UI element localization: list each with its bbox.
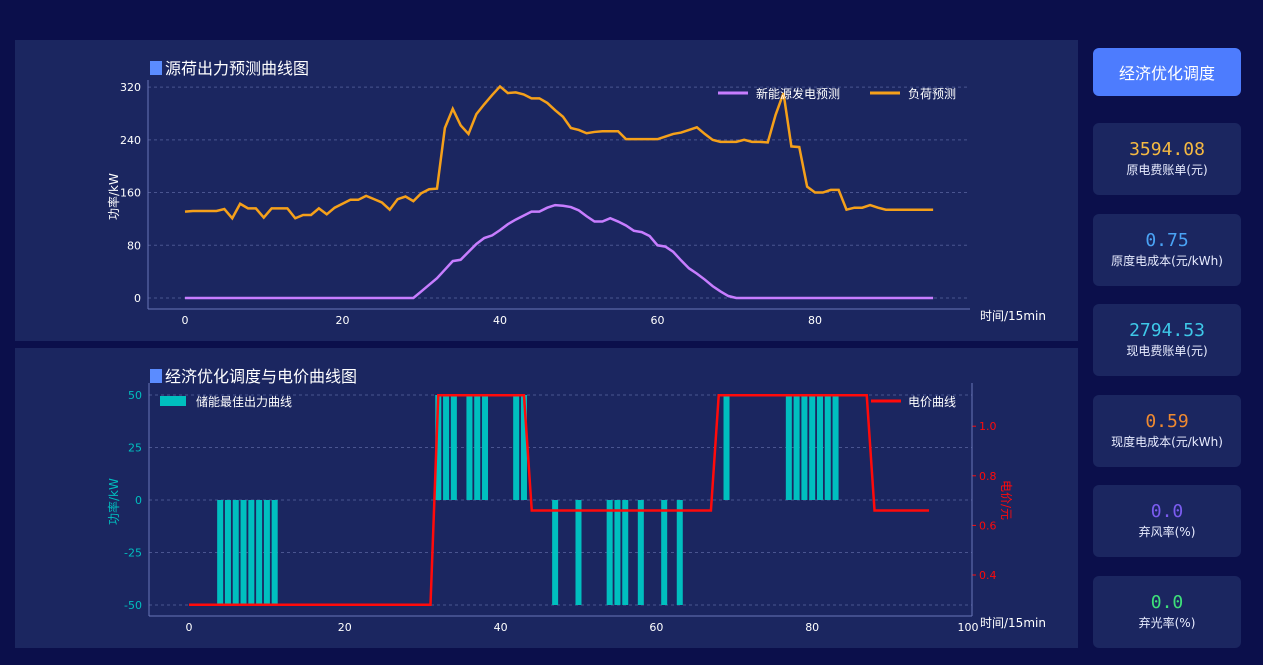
y2-tick-label: 0.4 [979,569,997,582]
storage-bar [224,500,231,605]
metric-card: 0.0 弃风率(%) [1093,485,1241,558]
metric-label: 现电费账单(元) [1126,344,1208,359]
storage-bar [637,500,644,605]
x-tick-label: 40 [493,314,507,327]
forecast-chart-panel [15,40,1078,341]
renewable-forecast-line [185,203,934,300]
storage-bar [816,395,823,500]
y-tick-label: -25 [124,547,142,560]
storage-bar [614,500,621,605]
storage-bar [801,395,808,500]
price-line [189,393,930,607]
x-tick-label: 100 [958,621,979,634]
storage-bar [217,500,224,605]
legend-load: 负荷预测 [908,87,956,101]
storage-bar [271,500,278,605]
storage-bar [676,500,683,605]
y2-tick-label: 0.6 [979,519,997,532]
storage-bar [256,500,263,605]
dispatch-chart-panel [15,348,1078,648]
metric-label: 原度电成本(元/kWh) [1111,253,1223,268]
metric-card: 0.59 现度电成本(元/kWh) [1093,394,1241,467]
metric-card: 0.0 弃光率(%) [1093,576,1241,648]
y-tick-label: 80 [127,239,141,252]
title-marker-icon [150,61,162,75]
y-tick-label: 240 [120,134,141,147]
chart2-ylabel: 功率/kW [106,478,121,525]
storage-bar [263,500,270,605]
metric-label: 弃风率(%) [1138,525,1196,540]
y2-tick-label: 1.0 [979,420,997,433]
x-tick-label: 60 [651,314,665,327]
metric-card: 2794.53 现电费账单(元) [1093,304,1241,377]
load-forecast-line [184,84,934,221]
chart1-ylabel: 功率/kW [106,173,121,220]
storage-bar [575,500,582,605]
storage-bar [513,395,520,500]
y2-tick-label: 0.8 [979,470,997,483]
storage-bar [661,500,668,605]
y-tick-label: 50 [128,389,142,402]
storage-bar [793,395,800,500]
storage-bar [435,395,442,500]
chart2-xlabel: 时间/15min [980,616,1046,630]
y-tick-label: 0 [135,494,142,507]
x-tick-label: 40 [494,621,508,634]
storage-bar [809,395,816,500]
storage-bar [520,395,527,500]
storage-bar [785,395,792,500]
y-tick-label: 25 [128,442,142,455]
legend-storage: 储能最佳出力曲线 [196,394,292,409]
storage-bar [474,395,481,500]
x-tick-label: 0 [182,314,189,327]
storage-bar [482,395,489,500]
x-tick-label: 80 [805,621,819,634]
legend-storage-swatch [160,396,186,406]
legend-renewable: 新能源发电预测 [756,86,840,101]
x-tick-label: 0 [186,621,193,634]
economic-dispatch-button[interactable]: 经济优化调度 [1093,48,1241,96]
x-tick-label: 20 [338,621,352,634]
x-tick-label: 80 [808,314,822,327]
metric-value: 2794.53 [1129,320,1205,342]
legend-price: 电价曲线 [908,395,956,409]
metric-label: 弃光率(%) [1138,616,1196,630]
metric-value: 3594.08 [1129,139,1205,160]
chart1-title: 源荷出力预测曲线图 [165,59,309,78]
metric-card: 0.75 原度电成本(元/kWh) [1093,213,1241,286]
chart1-xlabel: 时间/15min [980,309,1046,323]
storage-bar [248,500,255,605]
storage-bar [832,395,839,500]
storage-bar [466,395,473,500]
storage-bar [443,395,450,500]
metric-label: 现度电成本(元/kWh) [1111,434,1223,449]
storage-bar [824,395,831,500]
metric-card: 3594.08 原电费账单(元) [1093,123,1241,195]
y-tick-label: 160 [120,187,141,200]
storage-bar [552,500,559,605]
chart2-y2label: 电价/元 [999,480,1013,520]
storage-bar [723,395,730,500]
storage-bar [232,500,239,605]
metric-value: 0.59 [1145,410,1189,432]
y-tick-label: -50 [124,599,142,612]
storage-bar [450,395,457,500]
metric-value: 0.0 [1150,501,1184,523]
y-tick-label: 0 [134,292,141,305]
storage-bar [606,500,613,605]
title-marker-icon [150,369,162,383]
x-tick-label: 20 [336,314,350,327]
chart2-title: 经济优化调度与电价曲线图 [165,367,357,386]
metric-value: 0.75 [1145,229,1189,251]
x-tick-label: 60 [649,621,663,634]
storage-bar [240,500,247,605]
metric-label: 原电费账单(元) [1126,163,1208,177]
storage-bar [622,500,629,605]
y-tick-label: 320 [120,81,141,94]
metric-value: 0.0 [1150,592,1184,613]
